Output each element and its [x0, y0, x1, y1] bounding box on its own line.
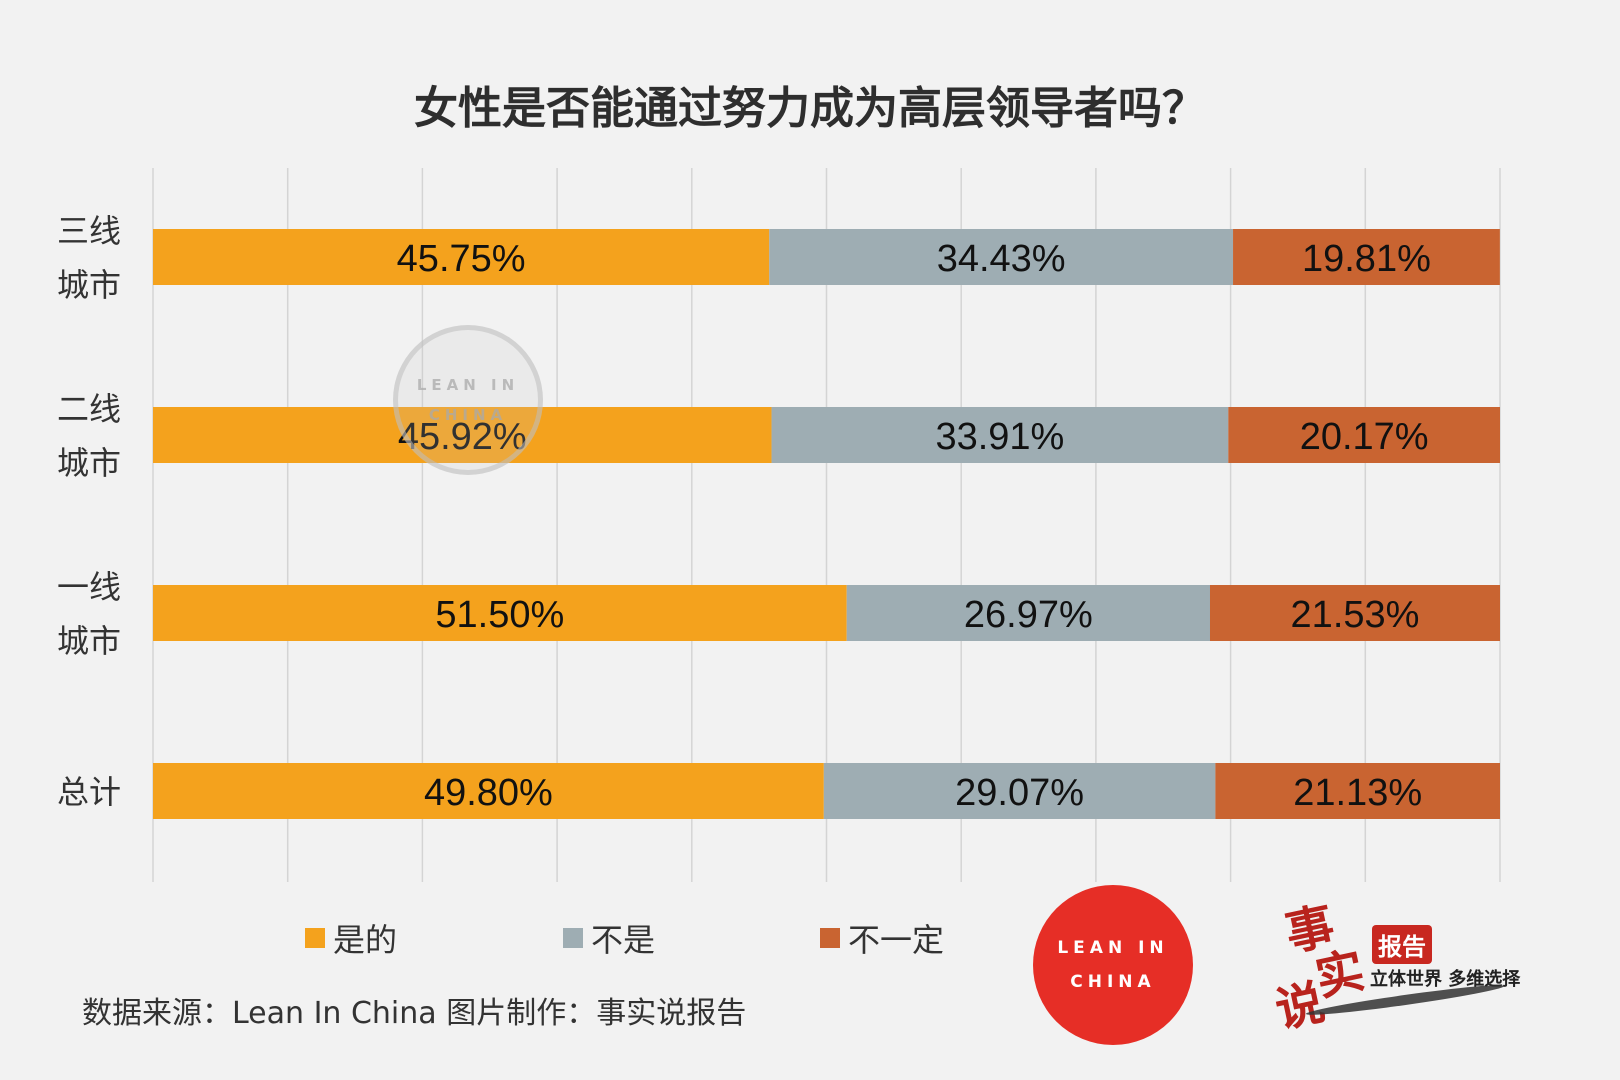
bar-segment — [153, 229, 770, 285]
category-label: 二线 — [57, 390, 121, 428]
legend-label-no: 不是 — [591, 921, 656, 959]
category-label: 城市 — [57, 622, 121, 660]
legend-item-no: 不是 — [563, 918, 656, 959]
watermark-text-2: CHINA — [428, 406, 508, 424]
data-labels: 45.75% 34.43% 19.81%45.92% 33.91% 20.17%51.5… — [397, 238, 1431, 814]
data-label: 20.17% — [1300, 416, 1429, 458]
leanin-china-logo: LEAN IN CHINA — [1033, 885, 1193, 1045]
category-label: 三线 — [57, 212, 121, 250]
brand-slogan: 立体世界 多维选择 — [1370, 969, 1521, 990]
data-label: 49.80% — [424, 772, 553, 814]
category-label: 一线 — [57, 568, 121, 606]
bar-segment — [153, 585, 847, 641]
bar-segment — [769, 229, 1234, 285]
source-note: 数据来源：Lean In China 图片制作：事实说报告 — [82, 996, 747, 1031]
data-label: 26.97% — [964, 594, 1093, 636]
category-label: 总计 — [57, 773, 121, 811]
data-label: 33.91% — [935, 416, 1064, 458]
legend-swatch-no — [563, 928, 583, 948]
bar-segment — [1228, 407, 1500, 463]
watermark-text-1: LEAN IN — [416, 376, 520, 394]
leanin-watermark: LEAN IN CHINA — [393, 325, 543, 475]
legend-label-maybe: 不一定 — [848, 921, 945, 959]
bar-segment — [1233, 229, 1500, 285]
chart-title: 女性是否能通过努力成为高层领导者吗？ — [414, 83, 1206, 134]
shishishuo-brand-logo: 事 实 说 报告 立体世界 多维选择 — [1271, 895, 1555, 1045]
data-label: 21.53% — [1291, 594, 1420, 636]
bar-segment — [846, 585, 1210, 641]
legend-item-maybe: 不一定 — [820, 918, 945, 959]
bar-segment — [771, 407, 1229, 463]
bar-segment — [1215, 763, 1500, 819]
legend-item-yes: 是的 — [305, 918, 398, 959]
data-label: 45.75% — [397, 238, 526, 280]
leanin-logo-text-2: CHINA — [1070, 972, 1156, 992]
bar-segment — [823, 763, 1216, 819]
data-label: 34.43% — [937, 238, 1066, 280]
legend-swatch-yes — [305, 928, 325, 948]
data-label: 21.13% — [1293, 772, 1422, 814]
legend-label-yes: 是的 — [333, 921, 398, 959]
brand-badge: 报告 — [1372, 925, 1432, 964]
bar-segment — [1209, 585, 1500, 641]
data-label: 29.07% — [955, 772, 1084, 814]
data-label: 19.81% — [1302, 238, 1431, 280]
category-label: 城市 — [57, 266, 121, 304]
legend-swatch-maybe — [820, 928, 840, 948]
bar-segment — [153, 763, 824, 819]
data-label: 51.50% — [435, 594, 564, 636]
category-label: 城市 — [57, 444, 121, 482]
leanin-logo-text-1: LEAN IN — [1057, 938, 1169, 958]
